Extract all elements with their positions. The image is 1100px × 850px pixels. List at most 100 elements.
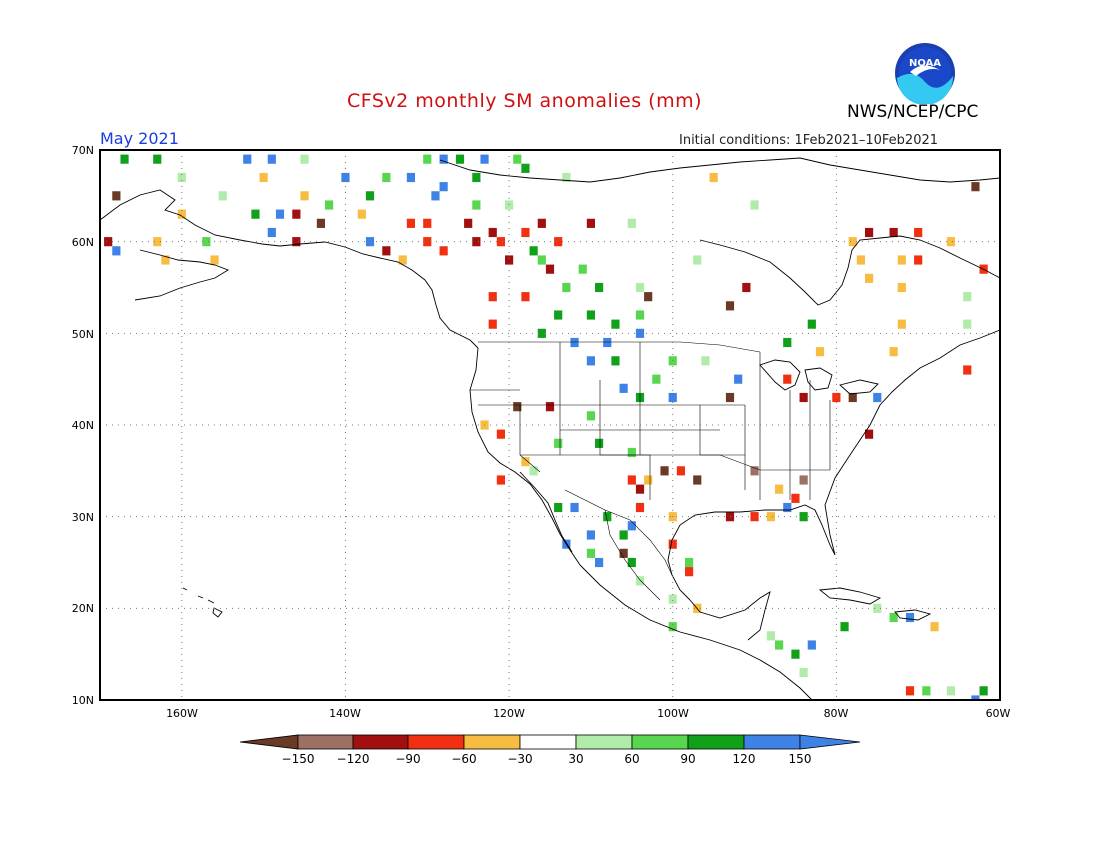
anomaly-cell: [439, 154, 448, 164]
anomaly-cell: [439, 182, 448, 192]
anomaly-cell: [325, 200, 334, 210]
anomaly-cell: [529, 466, 538, 476]
anomaly-cell: [513, 154, 522, 164]
anomaly-cell: [267, 227, 276, 238]
target-month-label: May 2021: [100, 129, 179, 148]
anomaly-cell: [431, 191, 440, 201]
anomaly-cell: [259, 172, 268, 183]
anomaly-cell: [840, 622, 849, 632]
anomaly-cell: [595, 438, 604, 448]
anomaly-cell: [791, 493, 800, 503]
anomaly-cell: [316, 218, 325, 228]
colorbar-bin-3: [407, 734, 465, 750]
anomaly-cell: [815, 347, 825, 357]
anomaly-cell: [799, 475, 808, 485]
anomaly-cell: [357, 209, 366, 219]
lat-label-10n: 10N: [72, 694, 94, 707]
political-boundaries: [470, 341, 831, 601]
anomaly-cell: [750, 200, 759, 210]
anomaly-cell: [488, 319, 497, 329]
lat-label-40n: 40N: [72, 419, 94, 432]
anomaly-cell: [750, 466, 759, 476]
anomaly-cell: [635, 282, 645, 293]
anomaly-cell: [505, 255, 514, 265]
anomaly-cell: [406, 172, 415, 183]
anomaly-cell: [783, 374, 792, 384]
anomaly-cell: [341, 172, 350, 183]
anomaly-cell: [177, 209, 186, 219]
lat-label-30n: 30N: [72, 511, 94, 524]
anomaly-cell: [848, 392, 857, 403]
anomaly-cell: [668, 622, 677, 632]
lat-label-60n: 60N: [72, 236, 94, 249]
anomaly-cell: [889, 612, 898, 623]
anomaly-cell: [807, 319, 816, 329]
anomaly-cell: [889, 227, 898, 238]
anomaly-cell: [595, 282, 604, 293]
lat-label-70n: 70N: [72, 144, 94, 157]
colorbar-label-3: −90: [395, 752, 420, 766]
anomaly-cell: [783, 502, 792, 513]
anomaly-cell: [611, 356, 620, 366]
anomaly-cell: [725, 392, 735, 403]
anomaly-cell: [635, 502, 645, 513]
anomaly-cell: [799, 512, 808, 522]
anomaly-cell: [570, 337, 579, 348]
anomaly-cell: [619, 548, 628, 558]
anomaly-cell: [112, 246, 121, 256]
anomaly-cell: [586, 218, 595, 228]
anomaly-cell: [496, 475, 505, 485]
anomaly-cell: [545, 402, 555, 412]
anomaly-cell: [783, 337, 792, 348]
anomaly-cell: [734, 374, 743, 384]
anomaly-cell: [627, 521, 636, 531]
anomaly-cell: [897, 282, 906, 293]
noaa-logo: NOAA: [895, 43, 955, 104]
noaa-logo-text: NOAA: [909, 58, 941, 69]
anomaly-cell: [300, 154, 309, 164]
anomaly-cell: [586, 548, 595, 558]
anomaly-cell: [971, 695, 980, 700]
anomaly-cell: [701, 356, 710, 366]
anomaly-cell: [202, 237, 211, 247]
colorbar-label-6: 30: [568, 752, 583, 766]
colorbar: −150 −120 −90 −60 −30 30 60 90 120 150: [239, 734, 861, 766]
colorbar-bin-5: [519, 734, 577, 750]
anomaly-cell: [275, 209, 285, 219]
anomaly-cell: [496, 429, 505, 439]
anomaly-cell: [595, 557, 604, 568]
anomaly-cell: [455, 154, 465, 164]
anomaly-cell: [799, 392, 808, 403]
graticule: [100, 150, 1000, 700]
anomaly-cell: [627, 218, 636, 228]
anomaly-cell: [406, 218, 415, 228]
anomaly-cell: [897, 255, 906, 265]
anomaly-cell: [865, 227, 874, 238]
anomaly-cell: [725, 301, 735, 311]
anomaly-cell: [562, 282, 571, 293]
anomaly-cell: [832, 392, 841, 403]
anomaly-cell: [971, 182, 980, 192]
anomaly-cell: [627, 447, 636, 458]
anomaly-cell: [570, 502, 579, 513]
anomaly-cell: [897, 319, 906, 329]
colorbar-bin-8: [687, 734, 745, 750]
coastlines: [99, 157, 1001, 701]
anomaly-cell: [889, 347, 898, 357]
lon-label-100w: 100W: [657, 707, 689, 720]
anomaly-cell: [554, 310, 563, 320]
lon-label-140w: 140W: [329, 707, 361, 720]
anomaly-cell: [930, 622, 939, 632]
anomaly-cell: [905, 612, 915, 623]
anomaly-cell: [112, 191, 121, 201]
colorbar-label-10: 150: [789, 752, 812, 766]
anomaly-cell: [177, 172, 186, 183]
anomaly-cell: [382, 172, 391, 183]
anomaly-cell: [873, 603, 882, 613]
anomaly-cell: [382, 246, 391, 256]
colorbar-bin-6: [575, 734, 633, 750]
anomaly-cell: [251, 209, 260, 219]
colorbar-label-1: −150: [282, 752, 315, 766]
anomaly-cell: [521, 292, 530, 302]
anomaly-cell: [545, 264, 555, 274]
